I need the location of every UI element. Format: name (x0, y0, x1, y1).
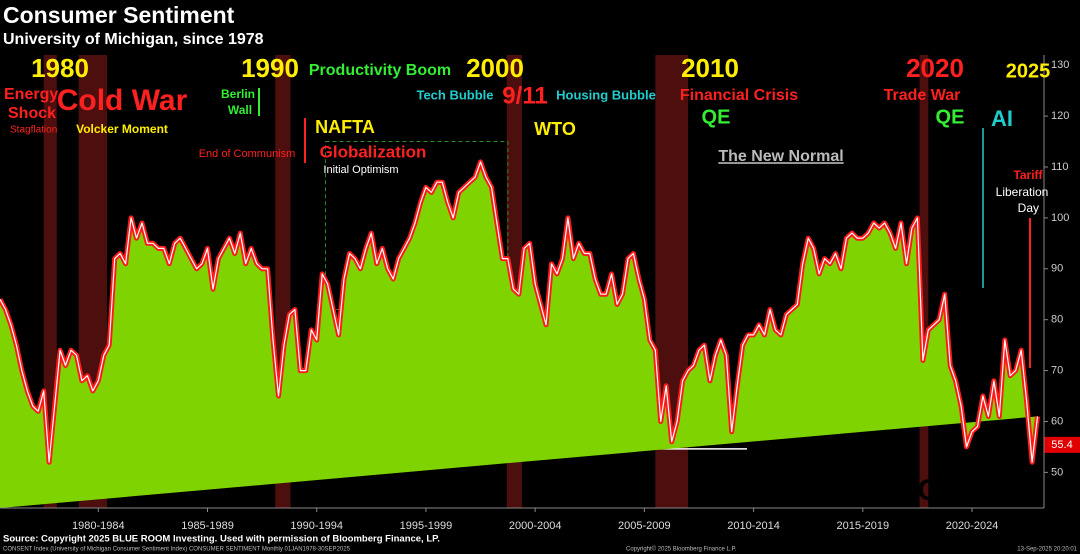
y-tick-label: 120 (1051, 110, 1069, 122)
footer-center: Copyright© 2025 Bloomberg Finance L.P. (626, 546, 737, 553)
x-tick-label: 1985-1989 (181, 520, 234, 532)
annotation: Financial Crisis (680, 87, 798, 104)
annotation: 2010 (681, 53, 739, 83)
annotation: Berlin (221, 87, 255, 101)
annotation: Day (1018, 201, 1039, 215)
annotation: Globalization (320, 142, 427, 161)
line (0, 161, 1039, 463)
x-tick-label: 2010-2014 (727, 520, 780, 532)
recession-band (919, 55, 929, 508)
y-tick-label: 90 (1051, 263, 1063, 275)
x-tick-label: 2015-2019 (836, 520, 889, 532)
y-tick-label: 80 (1051, 314, 1063, 326)
annotation: Shock (8, 105, 56, 122)
footer-right: 13-Sep-2025 20:20:01 (1017, 547, 1077, 553)
x-tick-label: 2020-2024 (946, 520, 999, 532)
x-tick-label: 2005-2009 (618, 520, 671, 532)
annotation: Volcker Moment (76, 122, 168, 136)
annotation: 1990 (241, 53, 299, 83)
x-tick-label: 2000-2004 (509, 520, 562, 532)
annotation: NAFTA (315, 117, 375, 137)
annotation: Liberation (996, 185, 1049, 199)
y-tick-label: 70 (1051, 364, 1063, 376)
annotation: Housing Bubble (556, 87, 656, 102)
y-tick-label: 60 (1051, 415, 1063, 427)
annotation: AI (991, 106, 1013, 131)
annotation: COVID (917, 474, 1012, 507)
annotation: Productivity Boom (309, 62, 451, 79)
y-tick-label: 110 (1051, 161, 1069, 173)
y-tick-label: 100 (1051, 212, 1069, 224)
annotation: Energy (4, 86, 58, 103)
annotation: 2020 (906, 53, 964, 83)
x-tick-label: 1995-1999 (400, 520, 453, 532)
annotation: 9/11 (502, 82, 547, 109)
area (0, 161, 1038, 508)
plot-area: 55.4 50 60 70 80 90 100 110 120 130 1980-1984 1985-… (0, 55, 1080, 532)
annotation: Initial Optimism (323, 164, 398, 176)
last-value-label: 55.4 (1051, 439, 1072, 451)
x-axis-strip (0, 508, 1080, 532)
source: Source: Copyright 2025 BLUE ROOM Investi… (3, 534, 440, 545)
annotation: The New Normal (718, 148, 843, 165)
annotation: Trade War (884, 87, 961, 104)
annotation: End of Communism (199, 148, 296, 160)
annotation: WTO (534, 119, 576, 139)
annotation: Cold War (57, 84, 188, 117)
chart-title: Consumer Sentiment (3, 2, 235, 28)
annotation: 2000 (466, 53, 524, 83)
y-tick-label: 50 (1051, 466, 1063, 478)
y-tick-label: 130 (1051, 59, 1069, 71)
annotation: Tech Bubble (416, 87, 493, 102)
last-value-box (1044, 436, 1080, 453)
chart-subtitle: University of Michigan, since 1978 (3, 31, 264, 48)
annotation: 1980 (31, 53, 89, 83)
x-tick-label: 1980-1984 (72, 520, 125, 532)
annotation: QE (702, 106, 731, 128)
x-tick-label: 1990-1994 (290, 520, 343, 532)
annotation: Wall (228, 103, 252, 117)
annotation: QE (936, 106, 965, 128)
annotation: Tariff (1013, 168, 1043, 182)
annotation: 2025 (1006, 60, 1051, 82)
footer-left: CONSENT Index (University of Michigan Co… (3, 547, 351, 553)
annotation: Stagflation (10, 125, 57, 136)
